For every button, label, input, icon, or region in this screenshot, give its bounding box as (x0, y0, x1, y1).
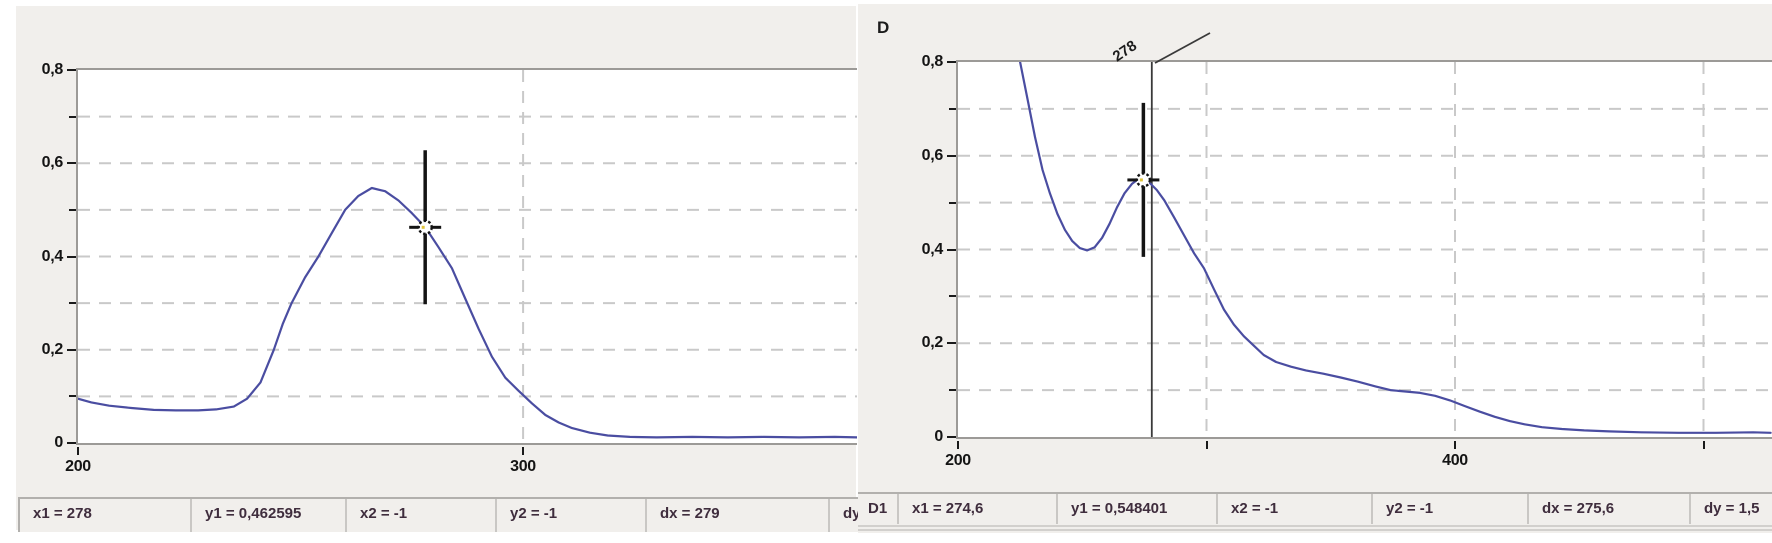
y-axis-tick (947, 61, 956, 63)
status-field-2: y1 = 0,548401 (1058, 494, 1218, 524)
y-axis-tick (947, 155, 956, 157)
x-axis-tick (957, 441, 959, 449)
status-field-4: y2 = -1 (1373, 494, 1529, 524)
status-field-3: x2 = -1 (1218, 494, 1373, 524)
right-chart-title: D (877, 18, 890, 37)
y-axis-tick (69, 116, 76, 118)
peak-annotation-label: 278 (1110, 37, 1140, 65)
annotation-leader-line (1154, 32, 1211, 64)
divider-line (858, 525, 1772, 527)
y-axis-tick (69, 209, 76, 211)
x-axis-tick (1703, 441, 1705, 449)
status-field-2: x2 = -1 (347, 499, 497, 532)
y-axis-tick (947, 249, 956, 251)
x-axis-label: 200 (65, 458, 91, 475)
cursor-marker-ring (1135, 172, 1152, 188)
y-axis-label: 0,8 (921, 53, 944, 70)
right-status-bar: D1 x1 = 274,6 y1 = 0,548401 x2 = -1 y2 = -1 d… (858, 492, 1772, 524)
y-axis-tick (67, 69, 76, 71)
x-axis-tick (522, 447, 524, 455)
spectrum-curve (1018, 62, 1772, 434)
left-spectrum-chart (78, 70, 857, 443)
right-chart-panel: D 278 D1 x1 = 274,6 y1 = 0,548401 x2 = -1 y2… (858, 4, 1772, 533)
right-plot-area[interactable] (956, 60, 1772, 439)
x-axis-label: 200 (945, 452, 971, 469)
cursor-marker-speck (421, 225, 425, 229)
y-axis-label: 0,8 (41, 61, 64, 78)
y-axis-tick (67, 349, 76, 351)
status-field-3: y2 = -1 (497, 499, 647, 532)
y-axis-label: 0 (54, 434, 63, 451)
status-field-1: y1 = 0,462595 (192, 499, 347, 532)
status-field-1: x1 = 274,6 (899, 494, 1058, 524)
y-axis-tick (69, 395, 76, 397)
right-spectrum-chart (958, 62, 1772, 437)
y-axis-tick (67, 442, 76, 444)
y-axis-label: 0,2 (921, 334, 944, 351)
left-status-bar: x1 = 278 y1 = 0,462595 x2 = -1 y2 = -1 dx = … (18, 497, 858, 532)
y-axis-tick (69, 302, 76, 304)
left-plot-area[interactable] (76, 68, 857, 445)
status-field-0: x1 = 278 (20, 499, 192, 532)
y-axis-tick (67, 162, 76, 164)
spectrum-curve (78, 186, 857, 439)
cursor-marker[interactable] (1127, 172, 1160, 188)
x-axis-tick (1454, 441, 1456, 449)
divider-line (858, 529, 1772, 531)
y-axis-tick (949, 389, 956, 391)
left-chart-panel: x1 = 278 y1 = 0,462595 x2 = -1 y2 = -1 dx = … (16, 6, 858, 532)
x-axis-tick (77, 447, 79, 455)
y-axis-label: 0,6 (41, 154, 64, 171)
status-field-5: dx = 275,6 (1529, 494, 1691, 524)
y-axis-tick (947, 436, 956, 438)
x-axis-tick (1206, 441, 1208, 449)
status-field-5: dy (843, 505, 858, 522)
peak-annotation-layer: 278 (1110, 32, 1211, 65)
y-axis-tick (949, 202, 956, 204)
status-field-0: D1 (858, 494, 899, 524)
y-axis-tick (947, 342, 956, 344)
y-axis-label: 0,4 (41, 248, 64, 265)
y-axis-tick (949, 108, 956, 110)
y-axis-label: 0 (934, 428, 943, 445)
y-axis-label: 0,2 (41, 341, 64, 358)
y-axis-tick (949, 295, 956, 297)
y-axis-label: 0,4 (921, 241, 944, 258)
status-field-6: dy = 1,5 (1704, 500, 1760, 517)
cursor-marker-speck (1139, 178, 1143, 182)
y-axis-tick (67, 256, 76, 258)
cursor-marker[interactable] (409, 219, 442, 236)
y-axis-label: 0,6 (921, 147, 944, 164)
cursor-marker-ring (417, 219, 433, 236)
x-axis-label: 400 (1442, 452, 1468, 469)
status-field-4: dx = 279 (647, 499, 830, 532)
x-axis-label: 300 (510, 458, 536, 475)
